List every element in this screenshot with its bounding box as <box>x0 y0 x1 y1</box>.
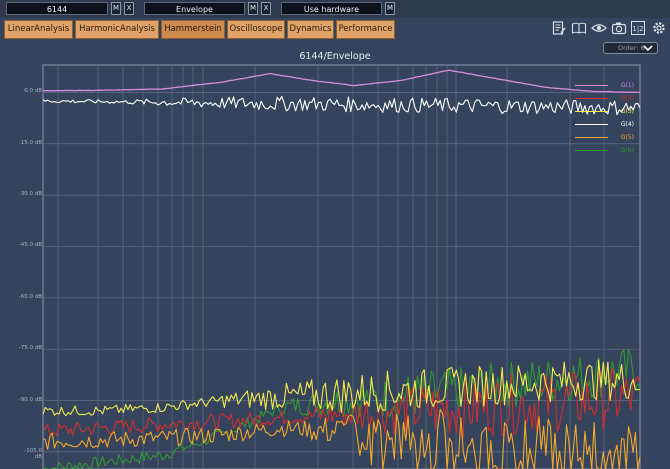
chevron-down-icon <box>643 45 653 52</box>
measurement-close-button[interactable]: X <box>124 2 134 15</box>
legend-item: G(4) <box>573 121 639 129</box>
top-toolbar: 6144 M X Envelope M X Use hardware M <box>0 0 670 18</box>
tab-hammerstein[interactable]: Hammerstein <box>161 20 225 39</box>
tab-harmonic-analysis[interactable]: HarmonicAnalysis <box>75 20 159 39</box>
legend-swatch <box>575 137 608 138</box>
legend-label: G(2) <box>620 95 634 102</box>
tab-bar: LinearAnalysis HarmonicAnalysis Hammerst… <box>0 19 670 39</box>
y-tick-label: -60.0 dB <box>18 293 42 300</box>
legend-item: G(5) <box>573 134 639 142</box>
order-select[interactable]: Order: 6 <box>603 42 658 54</box>
legend-label: G(6) <box>620 147 634 154</box>
series-line-G(2) <box>42 368 641 439</box>
legend-label: G(5) <box>620 134 634 141</box>
y-tick-label: -90.0 dB <box>18 396 42 403</box>
measurement-select[interactable]: 6144 <box>6 2 108 15</box>
y-tick-label: -75.0 dB <box>18 345 42 352</box>
camera-icon[interactable] <box>611 20 627 36</box>
legend-label: G(4) <box>620 121 634 128</box>
legend-item: G(1) <box>573 82 639 90</box>
legend-item: G(2) <box>573 95 639 103</box>
legend-label: G(1) <box>620 82 634 89</box>
series-line-G(4) <box>42 95 641 116</box>
y-tick-label: -15.0 dB <box>18 139 42 146</box>
legend-item: G(6) <box>573 147 639 155</box>
y-tick-label: -45.0 dB <box>18 242 42 249</box>
legend-swatch <box>575 150 608 151</box>
tab-dynamics[interactable]: Dynamics <box>287 20 334 39</box>
legend-label: G(3) <box>620 108 634 115</box>
y-tick-label: 0.0 dB <box>24 88 42 95</box>
chart-title: 6144/Envelope <box>299 51 371 62</box>
signal-select[interactable]: Envelope <box>144 2 245 15</box>
signal-m-button[interactable]: M <box>248 2 258 15</box>
legend-swatch <box>575 124 608 125</box>
tab-oscilloscope[interactable]: Oscilloscope <box>227 20 285 39</box>
tab-performance[interactable]: Performance <box>336 20 395 39</box>
series-line-G(3) <box>42 359 641 417</box>
svg-text:1|2: 1|2 <box>632 25 643 33</box>
measurement-m-button[interactable]: M <box>111 2 121 15</box>
y-tick-label: -105.0 dB <box>24 447 42 460</box>
y-tick-label: -30.0 dB <box>18 191 42 198</box>
legend-swatch <box>575 111 608 112</box>
book-icon[interactable] <box>571 20 587 36</box>
one-half-icon[interactable]: 1|2 <box>630 20 646 36</box>
notepad-icon[interactable] <box>551 20 567 36</box>
series-lines <box>42 69 641 469</box>
hardware-select[interactable]: Use hardware <box>281 2 382 15</box>
hardware-m-button[interactable]: M <box>385 2 395 15</box>
series-line-G(1) <box>42 69 641 94</box>
series-line-G(5) <box>42 408 641 469</box>
legend-item: G(3) <box>573 108 639 116</box>
order-select-value: Order: 6 <box>618 44 645 52</box>
tab-linear-analysis[interactable]: LinearAnalysis <box>4 20 73 39</box>
gear-icon[interactable] <box>651 20 667 36</box>
plot-frame <box>42 64 641 469</box>
eye-icon[interactable] <box>591 20 607 36</box>
legend: G(1) G(2) G(3) G(4) G(5) G(6) <box>573 82 639 158</box>
legend-swatch <box>575 98 608 99</box>
legend-swatch <box>575 85 608 86</box>
signal-close-button[interactable]: X <box>261 2 271 15</box>
